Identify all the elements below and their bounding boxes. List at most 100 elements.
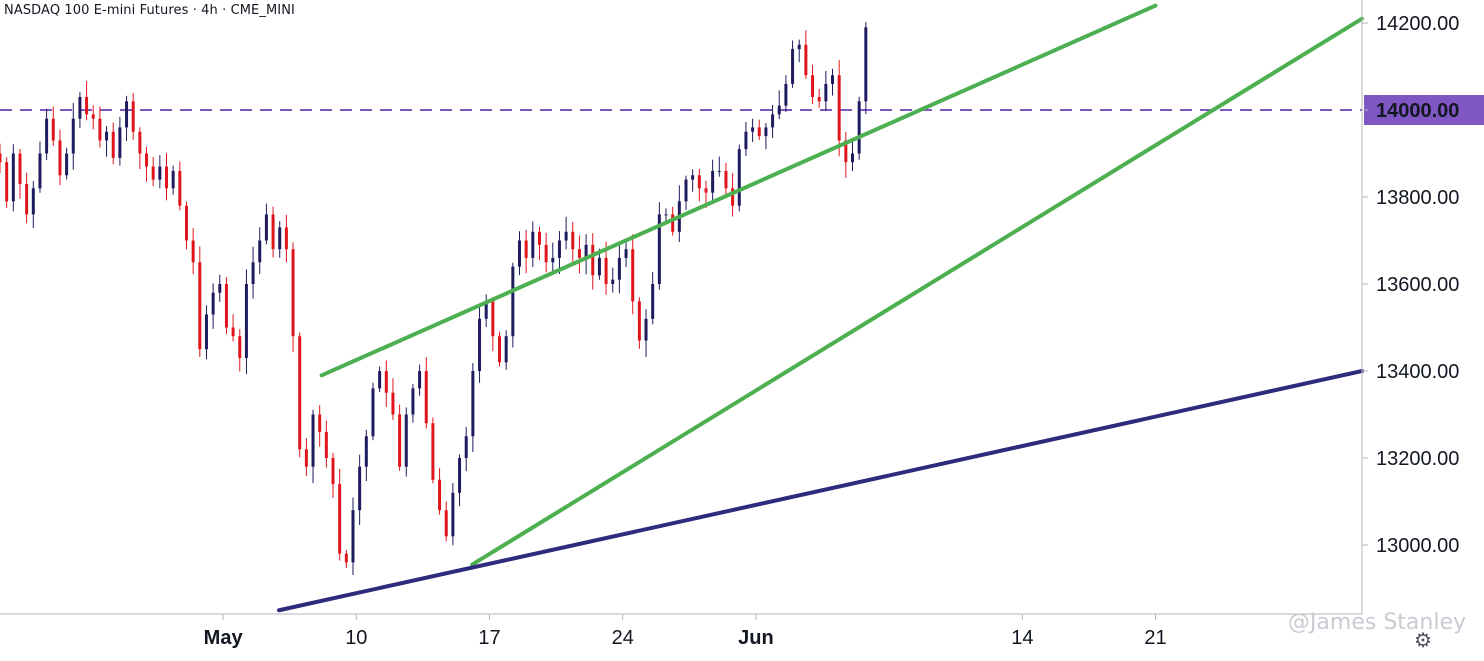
- candle-body: [85, 96, 89, 115]
- level-price-badge: [1364, 95, 1484, 125]
- candle-body: [378, 371, 382, 389]
- candle-body: [0, 153, 2, 163]
- candle-body: [11, 153, 15, 202]
- candle-body: [757, 127, 761, 137]
- candle-body: [258, 240, 262, 263]
- x-tick-label: 24: [612, 627, 634, 649]
- candle-body: [58, 140, 62, 176]
- candle-body: [91, 114, 95, 119]
- candle-body: [784, 83, 788, 106]
- y-tick-label: 13400.00: [1376, 361, 1459, 383]
- x-tick-label: May: [204, 627, 244, 649]
- candle-body: [324, 431, 328, 458]
- y-tick-label: 13200.00: [1376, 448, 1459, 470]
- candle-body: [484, 301, 488, 319]
- candle-body: [171, 170, 175, 189]
- axes: 13000.00 13200.00 13400.00 13600.00 13800.00…: [0, 0, 1459, 649]
- candle-body: [45, 118, 49, 154]
- y-tick-label: 13600.00: [1376, 274, 1459, 296]
- candle-body: [391, 392, 395, 415]
- candle-body: [597, 257, 601, 276]
- candle-body: [791, 49, 795, 84]
- candle-body: [737, 149, 741, 206]
- candle-body: [604, 257, 608, 284]
- candle-body: [364, 436, 368, 467]
- level-price-label: 14000.00: [1376, 100, 1459, 122]
- channel-bottom-trendline: [470, 16, 1364, 567]
- candle-body: [537, 231, 541, 245]
- candle-body: [238, 336, 242, 358]
- candle-body: [498, 336, 502, 363]
- x-tick-label: 10: [345, 627, 367, 649]
- candle-body: [591, 244, 595, 276]
- candle-body: [831, 75, 835, 84]
- candle-body: [551, 257, 555, 263]
- candle-body: [478, 318, 482, 371]
- candle-body: [211, 292, 215, 315]
- candle-body: [331, 458, 335, 485]
- candle-body: [131, 101, 135, 132]
- candle-body: [557, 240, 561, 258]
- y-tick-label: 13000.00: [1376, 535, 1459, 557]
- candle-body: [304, 449, 308, 467]
- candle-body: [511, 266, 515, 337]
- candle-body: [651, 284, 655, 319]
- candle-body: [824, 83, 828, 102]
- candle-body: [51, 118, 55, 141]
- candle-body: [744, 131, 748, 150]
- candle-body: [571, 231, 575, 250]
- candle-body: [145, 153, 149, 167]
- candle-body: [231, 327, 235, 337]
- candle-body: [298, 336, 302, 450]
- candle-body: [564, 231, 568, 241]
- candle-body: [291, 249, 295, 337]
- y-tick-label: 14200.00: [1376, 13, 1459, 35]
- candle-body: [224, 284, 228, 328]
- candle-body: [771, 114, 775, 128]
- candle-body: [671, 214, 675, 232]
- candle-body: [731, 188, 735, 206]
- candlesticks: [0, 22, 868, 575]
- candle-body: [577, 249, 581, 258]
- candle-body: [371, 388, 375, 437]
- candle-body: [31, 188, 35, 215]
- gear-icon[interactable]: ⚙: [1414, 630, 1432, 652]
- candle-body: [118, 127, 122, 158]
- candle-body: [804, 44, 808, 76]
- candle-body: [98, 118, 102, 141]
- candle-body: [65, 153, 69, 176]
- x-tick-label: 14: [1011, 627, 1033, 649]
- trendlines: [277, 3, 1364, 613]
- candle-body: [751, 127, 755, 132]
- candle-body: [25, 183, 29, 215]
- candle-body: [271, 214, 275, 250]
- long-support-trendline: [277, 369, 1364, 613]
- candle-body: [318, 414, 322, 432]
- candle-body: [198, 262, 202, 350]
- candle-body: [684, 179, 688, 202]
- candle-body: [657, 214, 661, 284]
- candle-body: [358, 466, 362, 511]
- candle-body: [724, 170, 728, 189]
- candle-body: [524, 240, 528, 258]
- candle-body: [351, 510, 355, 563]
- candle-body: [404, 414, 408, 467]
- candle-body: [464, 436, 468, 458]
- candle-body: [411, 388, 415, 415]
- candle-body: [617, 257, 621, 280]
- candle-body: [38, 153, 42, 189]
- candle-body: [218, 284, 222, 293]
- candle-body: [158, 166, 162, 180]
- candle-body: [531, 231, 535, 258]
- candle-body: [111, 131, 115, 158]
- candle-body: [837, 75, 841, 141]
- candle-body: [244, 284, 248, 358]
- candle-body: [184, 205, 188, 241]
- candle-body: [811, 75, 815, 97]
- candle-body: [517, 240, 521, 267]
- candle-body: [624, 249, 628, 258]
- candle-body: [105, 131, 109, 141]
- candle-body: [424, 371, 428, 424]
- candle-body: [178, 170, 182, 206]
